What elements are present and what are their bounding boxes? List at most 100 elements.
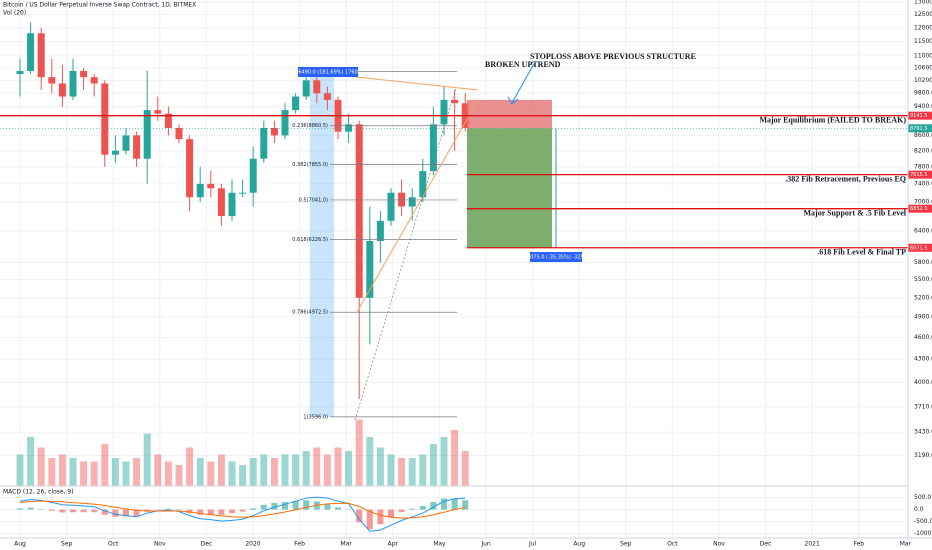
macd-histogram-bar — [112, 509, 119, 517]
y-tick-label: 7800.0 — [914, 163, 932, 170]
macd-histogram-bar — [101, 509, 108, 515]
grid — [0, 0, 908, 538]
candle-body — [408, 197, 416, 207]
x-tick-label: Apr — [388, 541, 399, 548]
volume-bar — [451, 430, 459, 486]
candle-body — [323, 93, 331, 100]
candle-body — [387, 192, 395, 221]
macd-histogram-bar — [70, 509, 76, 513]
y-tick-label: 4000.0 — [914, 379, 932, 386]
y-tick-label: 10200.0 — [914, 77, 932, 84]
candle-body — [366, 241, 374, 298]
price-tag-label: 6071.5 — [910, 245, 928, 251]
y-tick-label: 8600.0 — [914, 132, 932, 139]
macd-histogram-bar — [218, 509, 225, 515]
stop-zone — [467, 99, 552, 129]
volume-bar — [196, 458, 204, 486]
macd-tick-label: 500.0 — [914, 494, 931, 501]
volume-bar — [228, 461, 236, 486]
y-tick-label: 5200.0 — [914, 294, 932, 301]
measure-label: -3075.0 (-35.35%) -3250 — [525, 255, 587, 261]
candle-body — [419, 171, 427, 198]
y-tick-label: 8200.0 — [914, 147, 932, 154]
candle-body — [164, 113, 172, 128]
macd-histogram-bar — [91, 509, 98, 513]
volume-bar — [122, 461, 130, 486]
y-tick-label: 7000.0 — [914, 198, 932, 205]
x-tick-label: Mar — [900, 541, 912, 548]
macd-tick-label: -1000.0 — [914, 530, 932, 537]
macd-histogram-bar — [80, 509, 87, 513]
candle-body — [175, 127, 183, 140]
y-tick-label: 10600.0 — [914, 64, 932, 71]
volume-bar — [355, 419, 363, 486]
macd-histogram-bar — [133, 509, 140, 517]
y-tick-label: 6400.0 — [914, 227, 932, 234]
volume-bar — [408, 458, 416, 486]
annotation: BROKEN UPTREND — [485, 60, 561, 69]
candle-body — [186, 139, 194, 198]
volume-bar — [90, 461, 98, 486]
volume-bar — [48, 458, 56, 486]
x-tick-label: Jul — [528, 541, 537, 548]
trendline — [354, 87, 457, 421]
macd-histogram-bar — [441, 498, 447, 510]
macd-histogram-bar — [186, 509, 193, 514]
volume-bar — [376, 447, 384, 486]
volume-bar — [270, 458, 278, 486]
candle-body — [80, 70, 88, 78]
volume-bar — [58, 454, 66, 486]
macd-tick-label: -500.0 — [914, 518, 932, 525]
volume-bar — [101, 444, 109, 486]
volume-bar — [281, 454, 289, 486]
candle-body — [292, 96, 300, 111]
volume-bar — [419, 454, 427, 486]
volume-bar — [186, 447, 194, 486]
macd-histogram-bar — [282, 501, 288, 510]
fib-label: 0.786(4972.5) — [292, 310, 328, 316]
price-tag — [908, 124, 932, 133]
fib-label: 1(3596.0) — [303, 414, 328, 420]
macd-histogram-bar — [398, 509, 405, 512]
x-tick-label: May — [433, 541, 446, 548]
measure-range — [310, 71, 334, 417]
x-tick-label: Sep — [620, 541, 632, 548]
x-tick-label: Aug — [14, 541, 26, 548]
candle-body — [228, 192, 236, 216]
fib-label: 0.382(7855.0) — [292, 162, 328, 168]
volume-bar — [143, 433, 151, 486]
volume-bar — [27, 437, 35, 486]
level-label: .382 Fib Retracement, Previous EQ — [785, 174, 906, 183]
price-tag-label: 7615.5 — [910, 172, 928, 178]
volume-bar — [239, 465, 247, 486]
price-tag — [908, 243, 932, 252]
candle-body — [48, 77, 56, 84]
x-tick-label: Dec — [201, 541, 213, 548]
level-label: .618 Fib Level & Final TP — [817, 248, 906, 257]
candle-body — [239, 192, 247, 194]
y-tick-label: 12500.0 — [914, 11, 932, 18]
target-zone — [467, 128, 552, 248]
macd-histogram-bar — [324, 503, 331, 510]
candle-body — [101, 83, 109, 155]
macd-histogram-bar — [430, 501, 437, 510]
macd-histogram-bar — [165, 508, 172, 510]
measure-label-bg — [530, 252, 582, 262]
price-tag-label: 8791.5 — [910, 126, 928, 132]
candle-body — [429, 124, 437, 172]
fib-label: 0.236(8860.5) — [292, 123, 328, 129]
volume-bar — [16, 454, 24, 486]
volume-bar — [154, 454, 162, 486]
candle-body — [133, 135, 141, 159]
macd-histogram-bar — [250, 508, 257, 510]
price-tag-label: 6852.5 — [910, 206, 928, 212]
y-tick-label: 7400.0 — [914, 180, 932, 187]
macd-histogram-bar — [229, 509, 235, 514]
volume-bar — [461, 451, 469, 486]
volume-bar — [313, 447, 321, 486]
candle-body — [143, 110, 151, 159]
volume-bar — [334, 447, 342, 486]
macd-histogram-bar — [59, 509, 66, 513]
